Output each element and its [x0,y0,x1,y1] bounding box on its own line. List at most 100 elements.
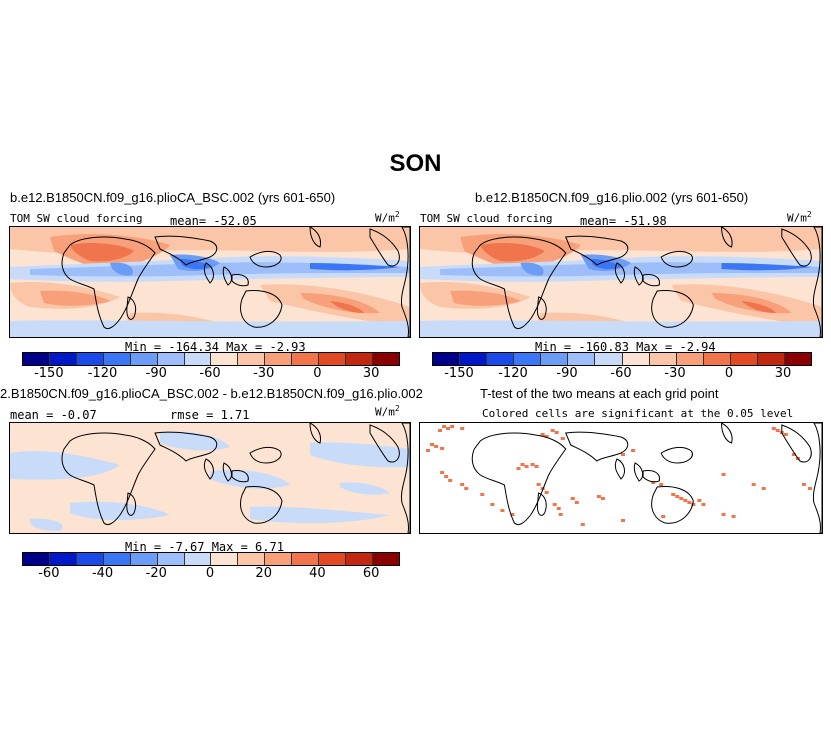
significant-cell [721,473,726,476]
significant-cell [544,435,549,438]
colorbar-swatch [676,353,704,365]
significant-cell [520,463,525,466]
significant-cell [659,483,664,486]
significant-cell [556,507,561,510]
colorbar-swatch [649,353,677,365]
colorbar-swatch [184,353,212,365]
contour-fill [70,243,134,262]
significant-cell [554,431,559,434]
colorbar-tick-label: -120 [498,366,528,381]
colorbar-swatch [541,353,569,365]
panel2-map [419,226,823,338]
coastline [203,262,214,284]
contour-fill [160,431,230,451]
significant-cell [444,475,449,478]
significant-cell [464,487,469,490]
significant-cell [631,449,636,452]
significant-cell [438,429,443,432]
colorbar-swatch [76,353,104,365]
significant-cell [560,437,565,440]
panel2-units: W/m2 [787,210,812,225]
contour-fill [10,451,120,480]
panel2-title: b.e12.B1850CN.f09_g16.plio.002 (yrs 601-… [475,190,749,205]
coastline [249,446,282,464]
coastline [369,228,400,267]
significant-cell [574,501,579,504]
significant-cell [596,495,601,498]
contour-fill [480,243,545,262]
significant-cell [540,433,545,436]
significant-cell [536,483,541,486]
coastline [565,235,629,266]
contour-fill [29,518,63,531]
significant-cell [791,453,796,456]
coastline [154,431,218,462]
significant-cell [460,427,465,430]
significant-cell [651,481,656,484]
coastline [240,290,283,328]
significant-cell [534,465,539,468]
contour-fill [40,290,110,306]
colorbar-tick-label: 30 [362,366,380,381]
colorbar-swatch [211,553,239,565]
significant-cell [771,427,776,430]
coastline [240,486,283,524]
coastline [651,290,694,328]
colorbar-swatch [319,353,347,365]
coastline [720,227,733,248]
significant-cell [558,513,563,516]
panel1-variable: TOM SW cloud forcing [10,212,143,225]
panel3-title: 2.B1850CN.f09_g16.plioCA_BSC.002 - b.e12… [0,386,423,401]
colorbar-swatch [23,553,50,565]
colorbar-swatch [76,553,104,565]
colorbar-swatch [514,353,542,365]
significant-cell [679,497,684,500]
panel1-minmax: Min = -164.34 Max = -2.93 [125,340,306,354]
colorbar-swatch [130,353,158,365]
coastline [812,227,822,337]
significant-cell [570,497,575,500]
colorbar-swatch [23,353,50,365]
panel3-map [9,422,411,534]
panel3-colorbar [22,552,400,566]
colorbar-swatch [346,353,373,365]
contour-fill [340,482,390,495]
colorbar-swatch [703,353,731,365]
figure-title: SON [389,150,442,177]
significant-cell [731,515,736,518]
coastline [203,458,214,480]
colorbar-swatch [487,353,515,365]
significant-cell [434,445,439,448]
panel3-units: W/m2 [375,404,400,419]
colorbar-swatch [568,353,596,365]
panel4-title: T-test of the two means at each grid poi… [480,386,719,401]
coastline [61,236,156,330]
coastline [614,458,625,480]
panel1-map [9,226,411,338]
colorbar-swatch [372,553,399,565]
coastline [401,227,410,337]
panel3-rmse: rmse = 1.71 [170,408,250,422]
panel2-minmax: Min = -160.83 Max = -2.94 [535,340,716,354]
contour-fill [450,290,521,306]
coastline [536,296,547,320]
colorbar-swatch [103,353,131,365]
coastline [633,462,644,482]
contour-fill [741,301,776,313]
colorbar-tick-label: -40 [91,566,114,581]
significant-cell [751,483,756,486]
contour-fill [520,262,544,276]
coastline [660,446,693,464]
coastline [633,266,644,286]
colorbar-swatch [265,353,293,365]
significant-cell [550,429,555,432]
panel2-mean: mean= -51.98 [580,214,667,228]
significant-cell [621,453,626,456]
colorbar-swatch [157,553,185,565]
colorbar-swatch [157,353,185,365]
colorbar-swatch [730,353,758,365]
coastline [565,431,629,462]
significant-cell [683,499,688,502]
coastline [642,274,660,287]
contour-fill [310,263,400,271]
